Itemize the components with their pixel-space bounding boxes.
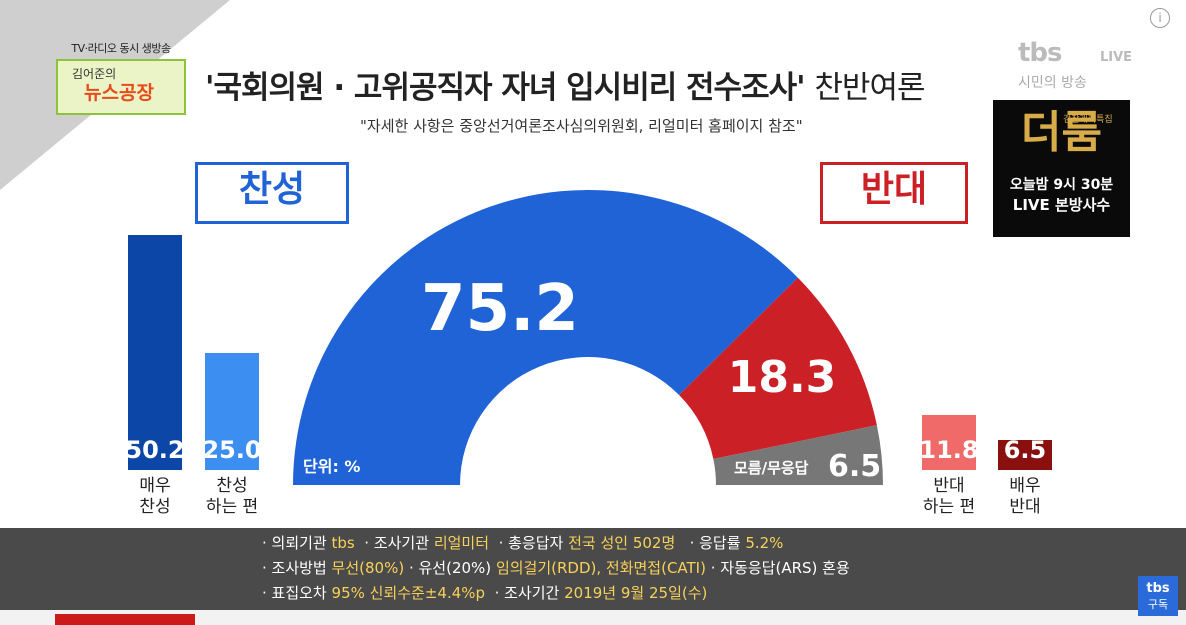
survey-info-row-1: · 의뢰기관 tbs · 조사기관 리얼미터 · 총응답자 전국 성인 502명… (262, 532, 783, 553)
slice-value-unknown: 6.5 (828, 449, 881, 484)
promo-cta: LIVE 본방사수 (1012, 196, 1111, 214)
bar-somewhat-support-value: 25.0 (202, 436, 262, 464)
info-value: 2019년 9월 25일(수) (564, 584, 708, 602)
info-value: tbs (331, 534, 355, 552)
bar-very-support-value: 50.2 (125, 436, 185, 464)
info-key: · 응답률 (689, 534, 741, 552)
chart-title: '국회의원 · 고위공직자 자녀 입시비리 전수조사' 찬반여론 (205, 62, 926, 107)
support-label-box: 찬성 (195, 162, 349, 224)
slice-value-support: 75.2 (421, 272, 579, 346)
promo-small-text: 검찰개혁특집 (1063, 115, 1113, 125)
program-top-line: TV·라디오 동시 생방송 (71, 42, 171, 55)
info-key: · 자동응답(ARS) 혼용 (710, 559, 850, 577)
subscribe-button[interactable]: tbs 구독 (1138, 576, 1178, 616)
program-logo: TV·라디오 동시 생방송 김어준의 뉴스공장 (56, 40, 186, 115)
info-key: · 총응답자 (498, 534, 564, 552)
chart-title-sub: 찬반여론 (814, 70, 925, 106)
slice-oppose (679, 277, 877, 460)
survey-info-row-2: · 조사방법 무선(80%) · 유선(20%) 임의걸기(RDD), 전화면접… (262, 557, 850, 578)
info-key: · 의뢰기관 (262, 534, 327, 552)
info-key: · 유선(20%) (408, 559, 492, 577)
bar-very-oppose-value: 6.5 (1003, 436, 1047, 464)
bar-very-support-label: 매우 찬성 (139, 476, 171, 517)
broadcaster-slogan: 시민의 방송 (1018, 75, 1087, 91)
bottom-strip (0, 610, 1186, 625)
chart-title-main: '국회의원 · 고위공직자 자녀 입시비리 전수조사' (205, 70, 806, 106)
info-icon[interactable]: i (1150, 8, 1170, 28)
info-value: 95% 신뢰수준±4.4%p (331, 584, 486, 602)
info-key: · 조사기관 (364, 534, 430, 552)
bar-somewhat-oppose (922, 414, 976, 470)
promo-title: 더룸 (1021, 107, 1102, 158)
tbs-logo: tbs (1018, 38, 1063, 68)
survey-info-panel: · 의뢰기관 tbs · 조사기관 리얼미터 · 총응답자 전국 성인 502명… (0, 528, 1186, 610)
subscribe-label: 구독 (1147, 598, 1169, 611)
info-value: 5.2% (745, 534, 784, 552)
live-label: LIVE (1100, 50, 1133, 65)
bar-somewhat-oppose-value: 11.8 (919, 436, 979, 464)
info-key: · 표집오차 (262, 584, 327, 602)
bar-very-support (128, 235, 182, 470)
program-name: 뉴스공장 (84, 82, 154, 104)
promo-box: 검찰개혁특집 더룸 오늘밤 9시 30분 LIVE 본방사수 (993, 100, 1130, 237)
oppose-label-box: 반대 (820, 162, 968, 224)
slice-support (293, 189, 798, 485)
unit-label: 단위: % (303, 457, 360, 476)
info-value: 리얼미터 (433, 534, 490, 552)
progress-bar[interactable] (55, 614, 195, 625)
survey-info-row-3: · 표집오차 95% 신뢰수준±4.4%p · 조사기간 2019년 9월 25… (262, 582, 707, 603)
donut-chart (293, 189, 883, 485)
slice-value-oppose: 18.3 (728, 352, 837, 403)
bar-somewhat-support (205, 352, 259, 470)
subscribe-logo: tbs (1146, 581, 1170, 596)
program-host: 김어준의 (72, 67, 117, 81)
info-key: · 조사방법 (262, 559, 327, 577)
slice-label-unknown: 모름/무응답 (734, 459, 809, 477)
info-value: 임의걸기(RDD), 전화면접(CATI) (495, 559, 706, 577)
info-key: · 조사기간 (494, 584, 560, 602)
info-value: 전국 성인 502명 (568, 534, 676, 552)
bar-somewhat-oppose-label: 반대 하는 편 (922, 476, 976, 517)
slice-unknown (713, 425, 883, 485)
info-value: 무선(80%) (331, 559, 405, 577)
chart-note: "자세한 사항은 중앙선거여론조사심의위원회, 리얼미터 홈페이지 참조" (360, 117, 803, 135)
chart-svg: 75.2 18.3 모름/무응답 6.5 단위: % (293, 189, 883, 485)
promo-time: 오늘밤 9시 30분 (1009, 177, 1114, 193)
bar-somewhat-support-label: 찬성 하는 편 (205, 476, 259, 517)
bar-very-oppose (998, 439, 1052, 470)
bar-very-oppose-label: 배우 반대 (1009, 476, 1041, 517)
